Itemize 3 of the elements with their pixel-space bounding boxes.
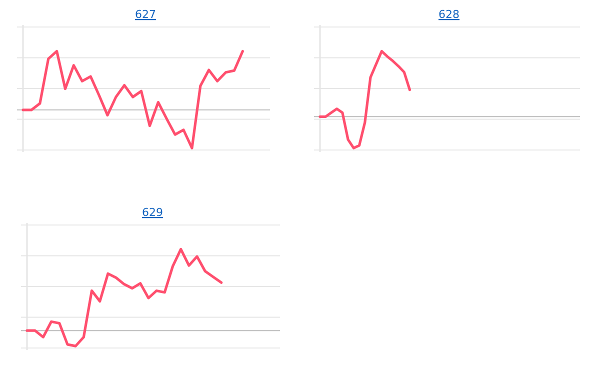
chart-title: 629 bbox=[142, 206, 163, 219]
chart-title: 628 bbox=[438, 8, 460, 21]
chart-title: 627 bbox=[135, 8, 156, 21]
